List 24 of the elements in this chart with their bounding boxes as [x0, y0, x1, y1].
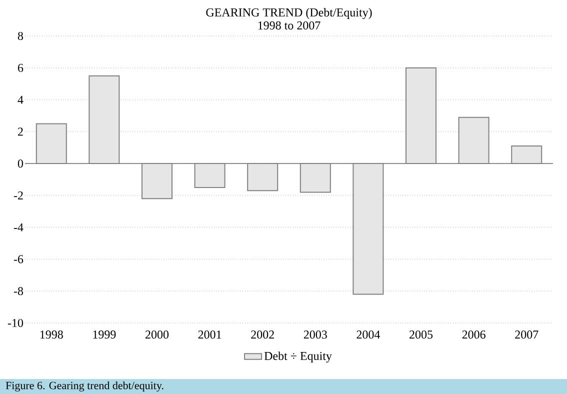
y-tick-label: -8: [14, 287, 24, 296]
y-tick-label: -4: [14, 223, 24, 232]
y-tick-label: -6: [14, 255, 24, 264]
y-tick-label: -2: [14, 191, 23, 200]
y-tick-label: 8: [18, 32, 24, 40]
x-tick-label: 2003: [304, 330, 327, 339]
x-tick-label: 1998: [40, 330, 63, 339]
x-tick-label: 2007: [515, 330, 538, 339]
legend-label: Debt ÷ Equity: [264, 352, 332, 362]
x-tick-label: 2005: [410, 330, 433, 339]
y-tick-label: 4: [18, 96, 24, 104]
x-tick-label: 2004: [356, 330, 380, 339]
y-tick-label: 2: [18, 128, 23, 136]
x-tick-label: 2006: [462, 330, 486, 339]
y-tick-label: 6: [18, 64, 24, 72]
x-tick-label: 1999: [93, 330, 116, 339]
x-tick-label: 2002: [251, 330, 274, 339]
caption: Figure 6. Gearing trend debt/equity.: [6, 382, 164, 392]
chart-subtitle: 1998 to 2007: [258, 21, 320, 30]
y-tick-label: 0: [18, 160, 24, 168]
y-tick-label: -10: [8, 318, 24, 328]
x-tick-label: 2001: [198, 330, 222, 339]
chart-title: GEARING TREND (Debt/Equity): [206, 8, 372, 19]
x-tick-label: 2000: [146, 330, 169, 339]
